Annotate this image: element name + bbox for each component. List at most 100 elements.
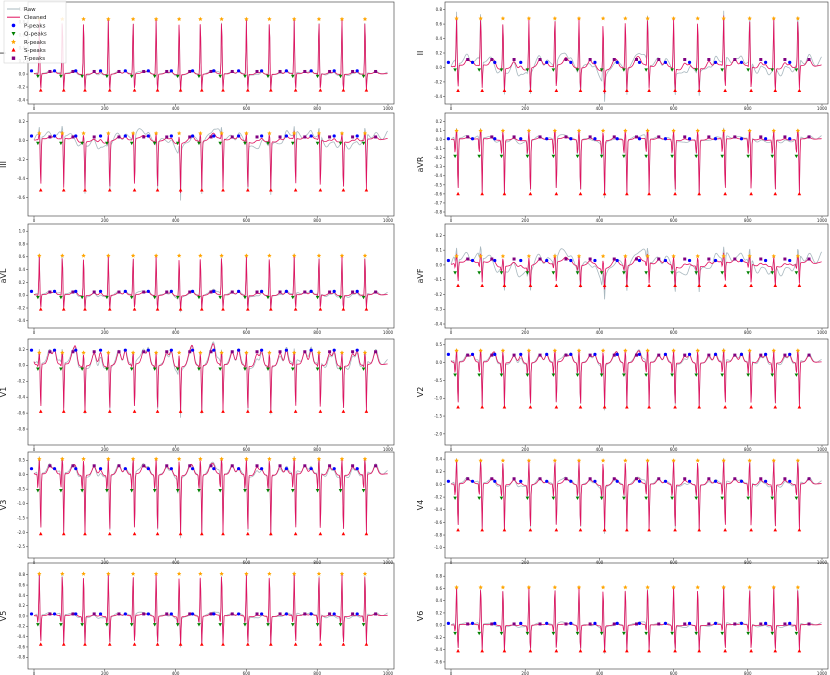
q-peak-marker <box>644 496 648 501</box>
t-peak-marker <box>783 477 787 481</box>
x-tick-label: 0 <box>33 560 36 565</box>
p-peak-marker <box>764 352 768 357</box>
r-peak-marker <box>176 350 182 355</box>
q-peak-marker <box>315 295 320 300</box>
raw-signal-line <box>450 457 822 534</box>
t-peak-marker <box>48 290 52 294</box>
q-peak-marker <box>266 74 270 79</box>
s-peak-marker <box>480 648 484 653</box>
r-peak-marker <box>153 130 159 136</box>
s-peak-marker <box>61 409 66 413</box>
p-peak-marker <box>309 69 313 73</box>
p-peak-marker <box>98 348 103 352</box>
p-peak-marker <box>98 134 103 138</box>
t-peak-marker <box>278 69 282 73</box>
raw-signal-line <box>34 17 388 93</box>
y-tick-label: -0.4 <box>434 321 442 326</box>
s-peak-marker <box>749 88 753 92</box>
q-peak-marker <box>599 496 604 501</box>
y-tick-label: -0.8 <box>17 426 25 431</box>
p-peak-marker <box>237 348 241 352</box>
s-peak-marker <box>602 191 607 196</box>
s-peak-marker <box>38 531 43 536</box>
t-peak-marker <box>490 477 494 481</box>
q-peak-marker <box>105 489 109 493</box>
panel-aVF: aVF -0.4 -0.3 -0.2 -0.1 0.0 0.1 0.2 0 200 400 600 80… <box>416 223 829 335</box>
t-peak-marker <box>71 464 75 468</box>
r-peak-marker <box>339 130 345 136</box>
raw-signal-line <box>450 246 822 300</box>
s-peak-marker <box>364 188 369 192</box>
t-peak-marker <box>783 135 787 139</box>
s-peak-marker <box>38 188 43 192</box>
q-peak-marker <box>80 489 84 493</box>
q-peak-marker <box>644 154 648 159</box>
p-peak-marker <box>309 467 313 471</box>
s-peak-marker <box>456 405 460 409</box>
s-peak-marker <box>107 531 112 536</box>
s-peak-marker <box>456 88 460 92</box>
q-peak-marker <box>315 141 320 146</box>
t-peak-marker <box>733 135 737 139</box>
t-peak-marker <box>328 464 332 468</box>
y-tick-label: 0.0 <box>19 293 26 298</box>
r-peak-marker <box>771 458 776 463</box>
s-peak-marker <box>480 283 484 287</box>
p-peak-marker <box>146 289 150 293</box>
x-tick-label: 400 <box>172 447 180 452</box>
p-peak-marker <box>52 612 57 616</box>
r-peak-marker <box>153 16 159 22</box>
r-peak-marker <box>81 571 86 576</box>
r-peak-marker <box>695 253 700 259</box>
r-peak-marker <box>176 571 182 576</box>
cleaned-signal-line <box>450 15 822 94</box>
p-peak-marker <box>52 289 57 293</box>
r-peak-marker <box>795 128 801 133</box>
r-peak-marker <box>795 253 801 259</box>
r-peak-marker <box>576 585 582 590</box>
p-peak-marker <box>237 69 241 73</box>
q-peak-marker <box>129 141 134 146</box>
r-peak-marker <box>600 128 606 133</box>
y-tick-label: -0.5 <box>434 378 442 383</box>
q-peak-marker <box>152 623 157 627</box>
q-peak-marker <box>746 154 750 159</box>
t-peak-marker <box>351 69 355 73</box>
q-peak-marker <box>453 271 457 275</box>
t-peak-marker <box>92 135 96 139</box>
p-peak-marker <box>169 348 173 352</box>
y-tick-label: 0.0 <box>436 65 443 70</box>
p-peak-marker <box>637 258 642 263</box>
legend-swatch <box>11 47 16 52</box>
p-peak-marker <box>123 69 127 73</box>
s-peak-marker <box>318 642 323 646</box>
p-peak-marker <box>332 69 336 73</box>
s-peak-marker <box>625 88 629 92</box>
q-peak-marker <box>499 154 504 159</box>
r-peak-marker <box>60 571 65 576</box>
t-peak-marker <box>564 257 568 261</box>
y-tick-label: -0.2 <box>17 379 25 384</box>
t-peak-marker <box>374 290 378 294</box>
s-peak-marker <box>773 648 778 653</box>
p-peak-marker <box>713 137 718 141</box>
x-tick-label: 800 <box>313 671 321 675</box>
q-peak-marker <box>694 68 699 72</box>
r-peak-marker <box>721 458 726 463</box>
p-peak-marker <box>788 137 792 141</box>
q-peak-marker <box>36 367 40 371</box>
p-peak-marker <box>98 289 103 293</box>
p-peak-marker <box>332 348 336 352</box>
q-peak-marker <box>599 373 604 377</box>
y-tick-label: -0.7 <box>434 200 442 205</box>
t-peak-marker <box>733 257 737 261</box>
q-peak-marker <box>361 74 366 79</box>
r-peak-marker <box>316 130 322 136</box>
x-tick-label: 200 <box>101 330 109 335</box>
r-peak-marker <box>106 130 111 136</box>
q-peak-marker <box>453 154 457 159</box>
p-peak-marker <box>355 467 359 471</box>
p-peak-marker <box>74 289 78 293</box>
p-peak-marker <box>260 467 264 471</box>
q-peak-marker <box>218 367 223 371</box>
